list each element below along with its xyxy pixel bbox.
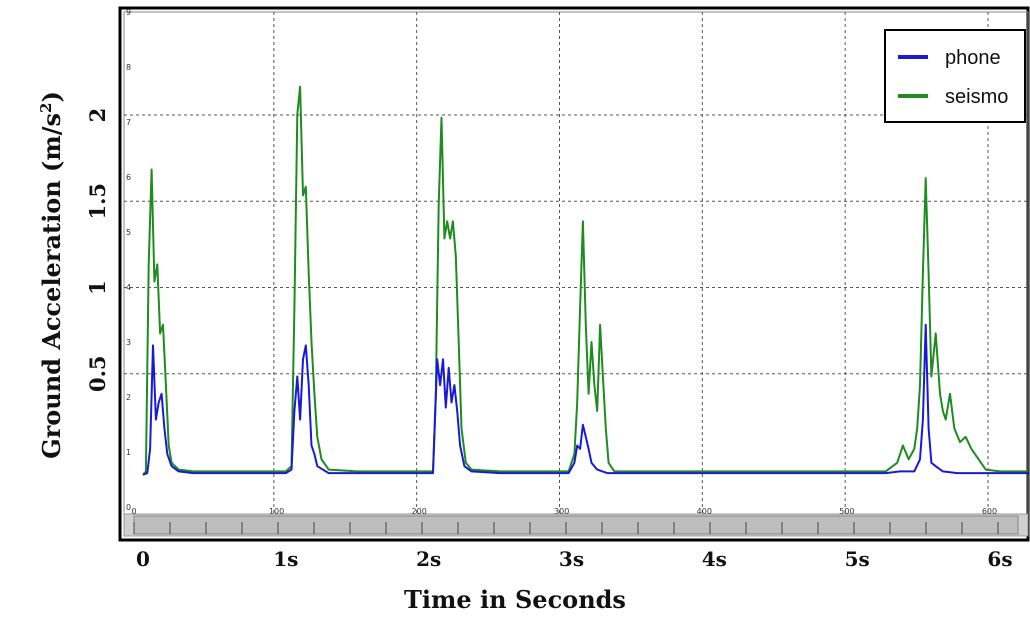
series-line-seismo [142,85,1029,476]
series-lines [142,85,1029,476]
y-axis-title-sup: 2 [37,102,55,112]
x-tick-label: 6s [987,547,1012,571]
inner-y-tick-label: 5 [126,228,131,237]
y-tick-labels: 0.5 1 1.5 2 [85,108,110,392]
legend: phone seismo [884,29,1026,123]
scrollbar[interactable]: 0 100 200 300 400 500 600 [123,507,1029,537]
y-axis-title-close: ) [37,91,66,102]
inner-y-tick-label: 6 [126,173,131,182]
y-tick-label: 2 [85,108,110,123]
scrollbar-tick-label: 200 [412,507,427,516]
x-tick-label: 5s [845,547,870,571]
legend-label-seismo: seismo [945,86,1008,108]
x-tick-label: 1s [273,547,298,571]
y-axis-title: Ground Acceleration (m/s2) [37,91,66,459]
x-tick-label: 3s [559,547,584,571]
grid-lines [124,12,1028,514]
inner-y-tick-label: 1 [126,448,131,457]
y-tick-label: 1.5 [85,183,110,220]
inner-y-tick-label: 7 [126,118,131,127]
inner-y-tick-label: 4 [126,283,131,292]
x-tick-label: 4s [702,547,727,571]
y-tick-label: 0.5 [85,355,110,392]
inner-tick-labels: 0 1 2 3 4 5 6 7 8 9 [126,8,131,512]
scrollbar-tick-label: 400 [697,507,712,516]
scrollbar-tick-label: 100 [269,507,284,516]
y-tick-label: 1 [85,280,110,295]
y-axis-title-base: Ground Acceleration (m/s [37,113,66,459]
legend-box [884,29,1026,123]
x-axis-title: Time in Seconds [404,585,626,614]
inner-y-tick-label: 3 [126,338,131,347]
series-line-phone [142,323,1029,476]
scrollbar-tick-label: 500 [839,507,854,516]
inner-y-tick-label: 8 [126,63,131,72]
inner-y-tick-label: 2 [126,393,131,402]
x-tick-labels: 0 1s 2s 3s 4s 5s 6s [136,547,1013,571]
inner-y-tick-label: 0 [126,503,131,512]
scrollbar-ticks: 0 100 200 300 400 500 600 [131,507,999,534]
scrollbar-thumb[interactable] [133,515,1019,535]
scrollbar-tick-label: 0 [131,507,136,516]
x-tick-label: 0 [136,547,150,571]
legend-label-phone: phone [945,47,1001,69]
scrollbar-tick-label: 600 [982,507,997,516]
scrollbar-tick-label: 300 [554,507,569,516]
x-tick-label: 2s [416,547,441,571]
inner-y-tick-label: 9 [126,8,131,17]
